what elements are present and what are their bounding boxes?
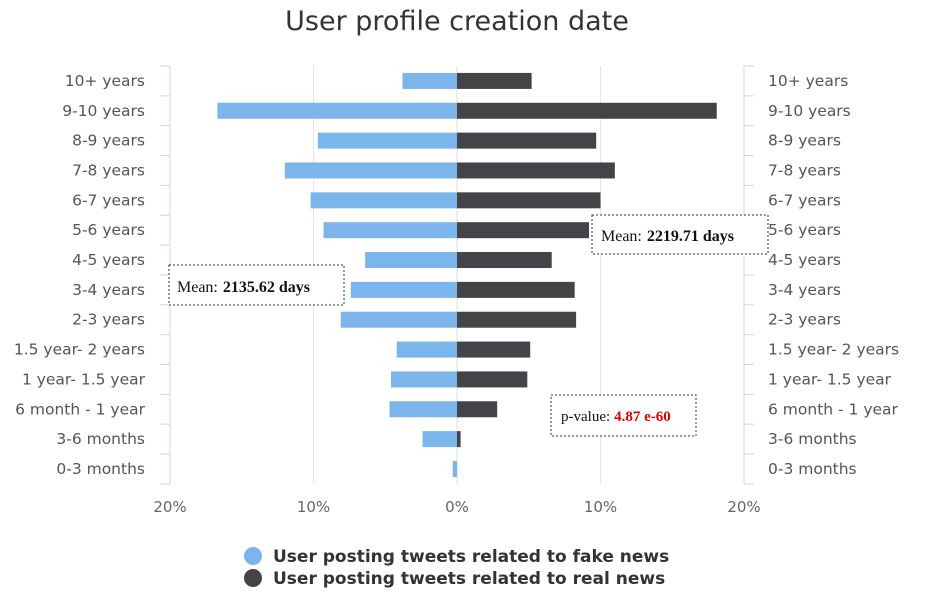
bar-real-5 [457,222,590,239]
fake-mean-box [168,264,345,306]
left-category-label: 2-3 years [72,311,145,329]
real-mean-text: Mean: 2219.71 days [601,228,734,245]
legend-label-fake: User posting tweets related to fake news [273,547,669,567]
fake-mean-prefix: Mean: [177,279,218,296]
bar-real-0 [457,72,532,89]
bar-real-4 [457,192,601,209]
left-category-label: 1 year- 1.5 year [22,370,146,388]
left-category-label: 0-3 months [56,460,145,478]
bar-real-8 [457,311,577,328]
left-category-label: 8-9 years [72,132,145,150]
right-category-label: 5-6 years [768,221,841,239]
bar-real-10 [457,371,528,388]
bars [217,72,717,477]
pvalue-box [550,394,697,437]
x-tick-label: 10% [584,498,617,516]
bar-real-2 [457,132,597,149]
legend-marker-real [244,569,262,587]
x-tick-label: 0% [445,498,469,516]
bar-fake-6 [365,252,457,269]
bar-fake-7 [350,281,457,298]
bar-fake-4 [310,192,457,209]
pvalue-value: 4.87 e-60 [614,409,671,425]
x-tick-labels: 20% 10% 0% 10% 20% [153,498,760,516]
left-category-label: 6 month - 1 year [15,400,146,418]
right-category-label: 8-9 years [768,132,841,150]
left-category-label: 1.5 year- 2 years [14,341,145,359]
bar-real-11 [457,401,498,418]
left-category-label: 9-10 years [62,102,145,120]
left-category-label: 3-6 months [56,430,145,448]
bar-real-3 [457,162,615,179]
bar-real-1 [457,102,717,119]
x-tick-label: 20% [727,498,760,516]
right-category-labels: 10+ years 9-10 years 8-9 years 7-8 years 6-7… [768,72,899,478]
right-category-label: 3-6 months [768,430,857,448]
axis-lines [160,65,754,485]
pvalue-annotation: p-value: 4.87 e-60 [550,394,697,437]
pvalue-prefix: p-value: [561,409,610,425]
bar-fake-2 [317,132,457,149]
x-tick-label: 10% [297,498,330,516]
left-category-label: 10+ years [65,72,145,90]
bar-fake-0 [402,72,457,89]
bar-fake-5 [323,222,457,239]
bar-real-12 [457,431,461,448]
left-category-label: 6-7 years [72,191,145,209]
bar-fake-12 [422,431,457,448]
left-category-label: 5-6 years [72,221,145,239]
chart-title: User profile creation date [285,6,629,37]
legend-marker-fake [244,547,262,565]
bar-real-7 [457,281,575,298]
legend: User posting tweets related to fake news… [244,547,669,589]
real-mean-prefix: Mean: [601,228,642,245]
right-category-label: 4-5 years [768,251,841,269]
x-tick-label: 20% [153,498,186,516]
right-category-label: 10+ years [768,72,848,90]
bar-fake-8 [340,311,457,328]
real-mean-value: 2219.71 days [647,228,734,245]
pvalue-text: p-value: 4.87 e-60 [561,409,671,425]
left-category-label: 3-4 years [72,281,145,299]
left-category-labels: 10+ years 9-10 years 8-9 years 7-8 years 6-7… [14,72,146,478]
left-category-label: 4-5 years [72,251,145,269]
right-category-label: 1.5 year- 2 years [768,341,899,359]
bar-fake-3 [284,162,457,179]
bar-fake-1 [217,102,457,119]
fake-mean-value: 2135.62 days [223,279,310,296]
right-category-label: 1 year- 1.5 year [768,370,892,388]
bar-fake-9 [396,341,457,358]
real-mean-box [591,214,769,255]
legend-label-real: User posting tweets related to real news [273,569,665,589]
right-category-label: 7-8 years [768,161,841,179]
right-category-label: 3-4 years [768,281,841,299]
fake-mean-annotation: Mean: 2135.62 days [168,264,345,306]
real-mean-annotation: Mean: 2219.71 days [591,214,769,255]
bar-fake-11 [389,401,457,418]
bar-fake-10 [390,371,457,388]
bar-real-9 [457,341,531,358]
left-category-label: 7-8 years [72,161,145,179]
bar-real-6 [457,252,552,269]
bar-fake-13 [452,460,457,477]
right-category-label: 6-7 years [768,191,841,209]
right-category-label: 9-10 years [768,102,851,120]
fake-mean-text: Mean: 2135.62 days [177,279,310,296]
right-category-label: 0-3 months [768,460,857,478]
right-category-label: 2-3 years [768,311,841,329]
right-category-label: 6 month - 1 year [768,400,899,418]
